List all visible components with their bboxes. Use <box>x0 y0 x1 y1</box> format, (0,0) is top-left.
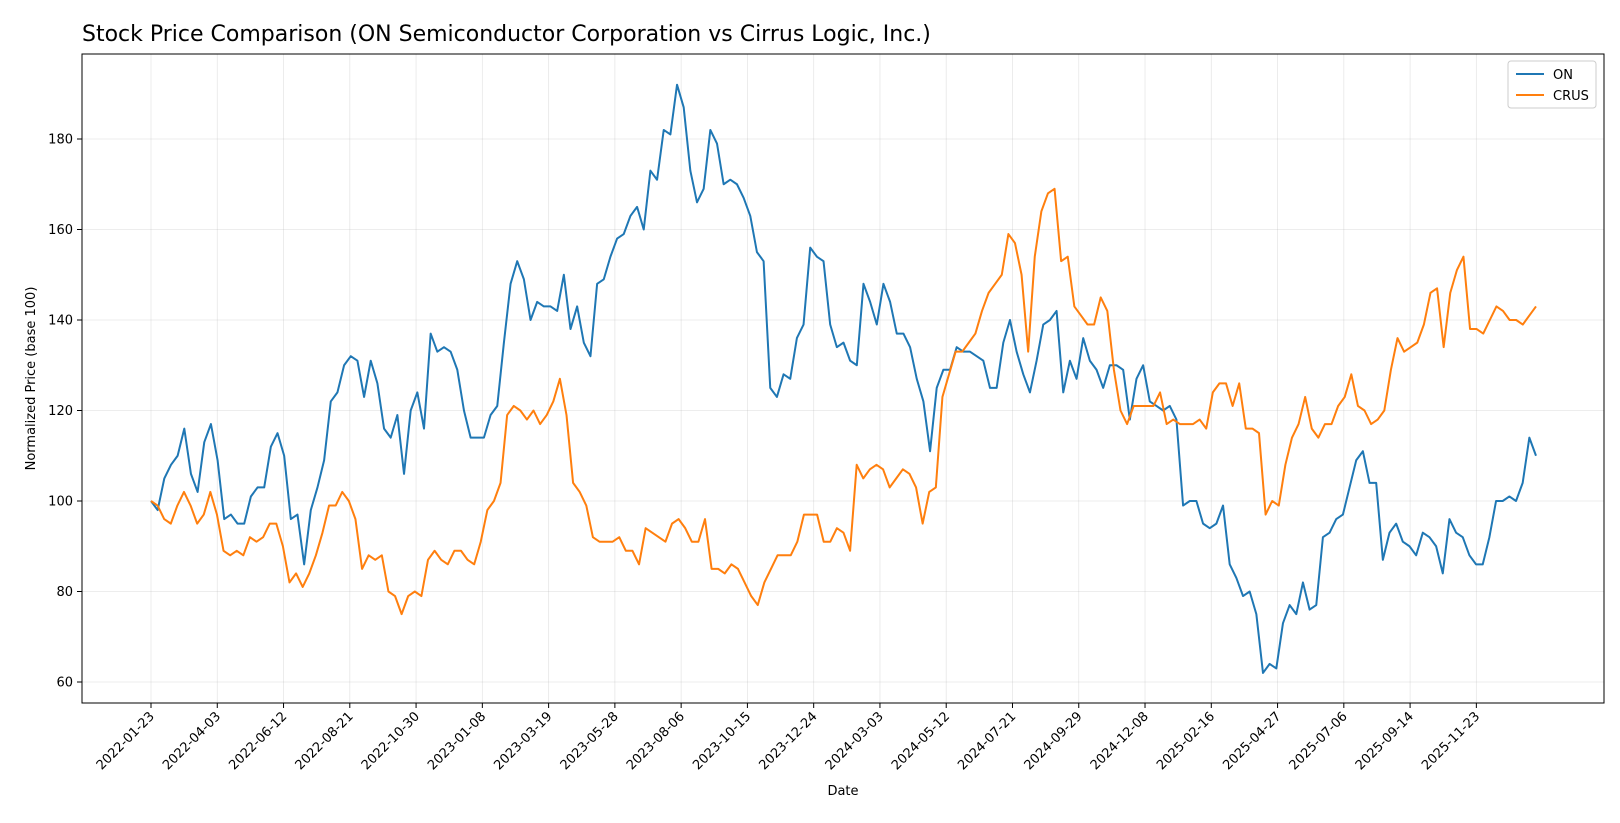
y-tick-label: 160 <box>48 223 73 238</box>
y-tick-label: 140 <box>48 314 73 329</box>
x-tick-label: 2024-03-03 <box>823 709 887 773</box>
x-tick-label: 2025-02-16 <box>1154 709 1218 773</box>
x-tick-label: 2022-10-30 <box>359 709 423 773</box>
x-tick-label: 2023-08-06 <box>624 709 688 773</box>
y-tick-label: 60 <box>56 676 73 691</box>
x-tick-label: 2023-03-19 <box>491 709 555 773</box>
x-tick-label: 2025-04-27 <box>1220 709 1284 773</box>
x-tick-label: 2022-06-12 <box>226 709 290 773</box>
x-tick-label: 2025-09-14 <box>1353 709 1417 773</box>
series-line-on <box>150 83 1537 674</box>
series-lines <box>150 83 1537 674</box>
legend: ON CRUS <box>1507 60 1597 109</box>
y-axis: 60 80 100 120 140 160 180 <box>48 133 82 691</box>
y-tick-label: 120 <box>48 404 73 419</box>
legend-label: ON <box>1553 68 1573 83</box>
y-tick-label: 100 <box>48 495 73 510</box>
x-tick-label: 2024-05-12 <box>889 709 953 773</box>
legend-label: CRUS <box>1553 89 1589 104</box>
x-tick-label: 2025-11-23 <box>1419 709 1483 773</box>
y-tick-label: 80 <box>56 585 73 600</box>
series-line-crus <box>150 187 1537 616</box>
grid <box>82 54 1604 703</box>
y-axis-label: Normalized Price (base 100) <box>24 287 39 471</box>
x-tick-label: 2023-12-24 <box>756 709 820 773</box>
x-tick-label: 2022-01-23 <box>94 709 158 773</box>
x-tick-label: 2024-12-08 <box>1088 709 1152 773</box>
chart-title: Stock Price Comparison (ON Semiconductor… <box>82 22 931 47</box>
legend-box <box>1507 60 1597 109</box>
x-tick-label: 2022-04-03 <box>160 709 224 773</box>
x-axis-label: Date <box>827 784 858 799</box>
x-tick-label: 2023-10-15 <box>690 709 754 773</box>
x-tick-label: 2025-07-06 <box>1287 709 1351 773</box>
x-tick-label: 2023-01-08 <box>425 709 489 773</box>
x-tick-label: 2022-08-21 <box>293 709 357 773</box>
x-tick-label: 2024-07-21 <box>955 709 1019 773</box>
x-tick-label: 2024-09-29 <box>1022 709 1086 773</box>
x-tick-label: 2023-05-28 <box>558 709 622 773</box>
x-axis: 2022-01-23 2022-04-03 2022-06-12 2022-08-21… <box>94 703 1483 773</box>
plot-area <box>81 53 1605 704</box>
y-tick-label: 180 <box>48 133 73 148</box>
